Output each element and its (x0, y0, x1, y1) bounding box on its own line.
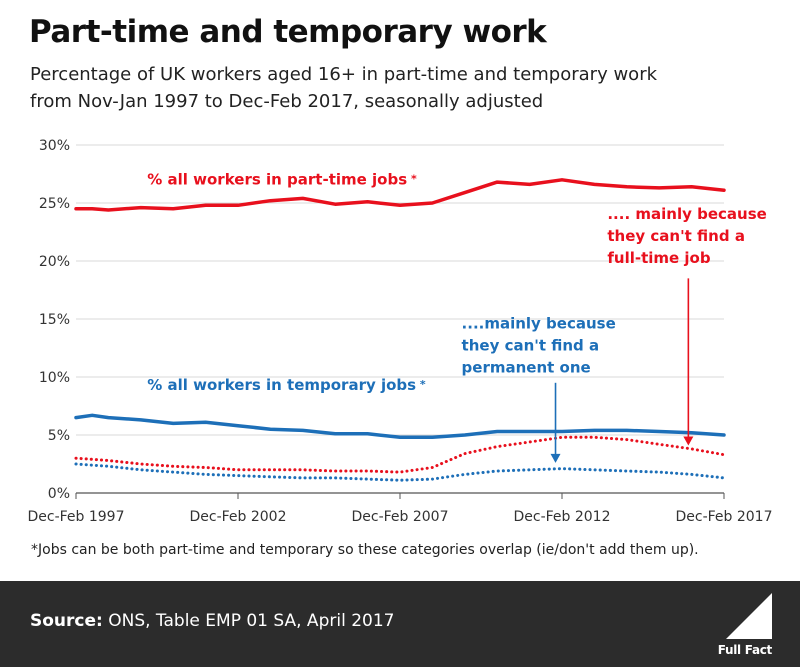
source-text: ONS, Table EMP 01 SA, April 2017 (102, 611, 395, 631)
full-fact-logo: Full Fact (694, 593, 772, 657)
chart-subtitle-line-2: from Nov-Jan 1997 to Dec-Feb 2017, seaso… (30, 91, 544, 112)
annotation-text-line: ....mainly because (462, 314, 616, 332)
source-line: Source: ONS, Table EMP 01 SA, April 2017 (30, 611, 394, 631)
series-line (74, 178, 726, 212)
footnote: *Jobs can be both part-time and temporar… (31, 542, 699, 558)
chart-subtitle-line-1: Percentage of UK workers aged 16+ in par… (30, 64, 658, 85)
axes: 0% 5% 10% 15% 20% 25% 30% Dec-Feb 1997 Dec-Feb 2… (27, 138, 772, 525)
series-label: % all workers in temporary jobs * (147, 376, 426, 394)
series-line (74, 462, 726, 482)
annotation-text-line: they can't find a (607, 227, 745, 245)
x-tick-label: Dec-Feb 1997 (27, 509, 124, 525)
x-tick-label: Dec-Feb 2007 (351, 509, 448, 525)
y-tick-label: 20% (39, 254, 70, 270)
y-tick-label: 30% (39, 138, 70, 154)
series-label: % all workers in part-time jobs * (147, 170, 417, 188)
y-tick-label: 10% (39, 370, 70, 386)
x-tick-label: Dec-Feb 2012 (513, 509, 610, 525)
annotations: % all workers in part-time jobs * % all w… (147, 170, 767, 463)
series-line (74, 413, 726, 440)
y-tick-label: 5% (48, 428, 70, 444)
series-line (74, 435, 726, 474)
source-label: Source: (30, 611, 103, 631)
annotation-arrow-head (550, 453, 561, 463)
annotation-text-line: permanent one (462, 358, 591, 376)
series-label-asterisk: * (407, 172, 417, 185)
x-tick-label: Dec-Feb 2002 (189, 509, 286, 525)
annotation-text-line: full-time job (607, 249, 710, 267)
footer-bar: Source: ONS, Table EMP 01 SA, April 2017… (0, 581, 800, 667)
logo-triangle-icon (726, 593, 772, 639)
y-tick-label: 15% (39, 312, 70, 328)
y-tick-label: 25% (39, 196, 70, 212)
series-lines (74, 178, 726, 482)
annotation-text-line: they can't find a (462, 336, 600, 354)
line-chart: 0% 5% 10% 15% 20% 25% 30% Dec-Feb 1997 Dec-Feb 2… (27, 138, 772, 525)
gridlines (76, 144, 724, 436)
logo-text: Full Fact (717, 643, 773, 657)
x-tick-label: Dec-Feb 2017 (675, 509, 772, 525)
annotation-arrow-head (683, 436, 694, 446)
y-tick-label: 0% (48, 486, 70, 502)
chart-title: Part-time and temporary work (29, 14, 547, 50)
annotation-text-line: .... mainly because (607, 205, 766, 223)
series-label-asterisk: * (416, 378, 426, 391)
